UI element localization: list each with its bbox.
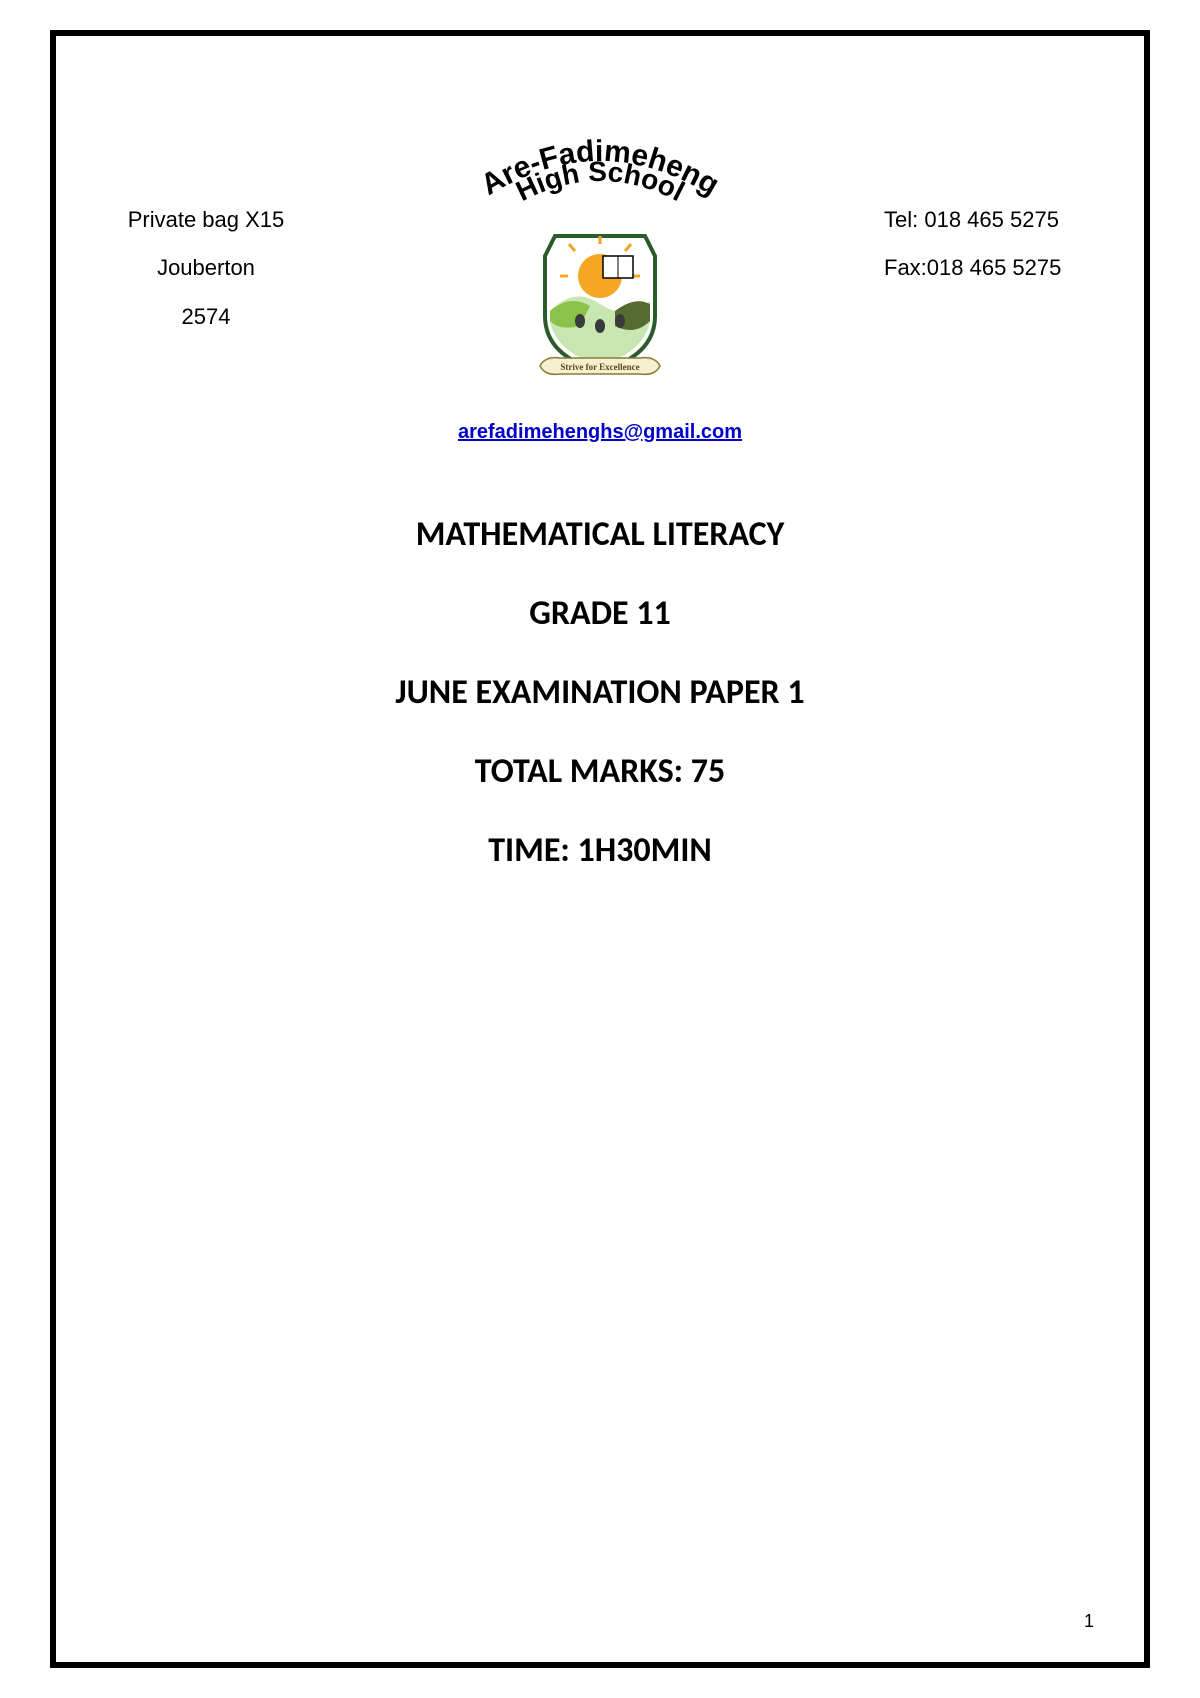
- motto-text: Strive for Excellence: [560, 362, 639, 372]
- contact-block: Tel: 018 465 5275 Fax:018 465 5275: [884, 126, 1104, 293]
- grade-title: GRADE 11: [96, 593, 1104, 634]
- address-line2: Jouberton: [96, 244, 316, 292]
- time-title: TIME: 1H30MIN: [96, 830, 1104, 871]
- page-border: Private bag X15 Jouberton 2574 Are-Fadim…: [50, 30, 1150, 1668]
- page-number: 1: [1084, 1611, 1094, 1632]
- title-block: MATHEMATICAL LITERACY GRADE 11 JUNE EXAM…: [96, 514, 1104, 871]
- school-crest-icon: Strive for Excellence: [525, 226, 675, 391]
- logo-block: Are-Fadimeheng High School: [316, 126, 884, 444]
- school-name-arc: Are-Fadimeheng High School: [430, 126, 770, 216]
- fax-line: Fax:018 465 5275: [884, 244, 1104, 292]
- email-link[interactable]: arefadimehenghs@gmail.com: [458, 421, 742, 444]
- marks-title: TOTAL MARKS: 75: [96, 751, 1104, 792]
- address-line3: 2574: [96, 293, 316, 341]
- tel-line: Tel: 018 465 5275: [884, 196, 1104, 244]
- exam-title: JUNE EXAMINATION PAPER 1: [96, 672, 1104, 713]
- header-row: Private bag X15 Jouberton 2574 Are-Fadim…: [96, 126, 1104, 444]
- address-block: Private bag X15 Jouberton 2574: [96, 126, 316, 341]
- address-line1: Private bag X15: [96, 196, 316, 244]
- subject-title: MATHEMATICAL LITERACY: [96, 514, 1104, 555]
